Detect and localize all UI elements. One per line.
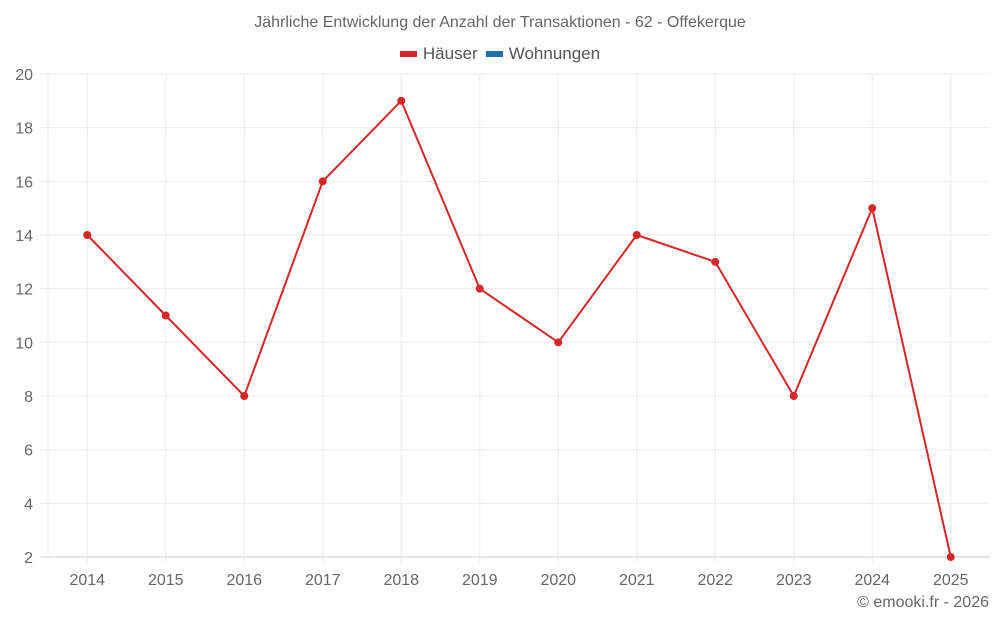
- x-axis-tick-label: 2024: [854, 572, 890, 589]
- data-point[interactable]: [397, 96, 406, 105]
- x-axis-tick-label: 2020: [540, 572, 576, 589]
- y-axis-tick-label: 2: [24, 550, 33, 567]
- series-line: [86, 99, 952, 558]
- legend-item-houses[interactable]: Häuser: [399, 44, 478, 64]
- data-point[interactable]: [161, 311, 170, 320]
- x-axis-tick-label: 2015: [148, 572, 184, 589]
- copyright-credit: © emooki.fr - 2026: [857, 594, 989, 611]
- legend-label-houses: Häuser: [422, 44, 478, 63]
- data-point[interactable]: [868, 204, 877, 213]
- x-axis-tick-label: 2019: [462, 572, 498, 589]
- x-axis-tick-label: 2021: [619, 572, 655, 589]
- x-axis-tick-label: 2016: [226, 572, 262, 589]
- legend-label-apartments: Wohnungen: [508, 44, 601, 63]
- x-axis-tick-label: 2023: [776, 572, 812, 589]
- data-point[interactable]: [554, 338, 563, 347]
- y-axis-tick-label: 4: [24, 496, 33, 513]
- x-axis-tick-label: 2014: [69, 572, 105, 589]
- y-axis-tick-label: 20: [15, 67, 33, 84]
- data-point[interactable]: [240, 392, 249, 400]
- chart-title: Jährliche Entwicklung der Anzahl der Tra…: [254, 14, 746, 31]
- legend-item-apartments[interactable]: Wohnungen: [485, 44, 601, 64]
- legend: Häuser Wohnungen: [0, 44, 1000, 64]
- data-point[interactable]: [946, 553, 955, 561]
- legend-swatch-houses: [399, 51, 417, 57]
- y-axis-tick-label: 16: [15, 174, 33, 191]
- x-axis-tick-label: 2017: [305, 572, 341, 589]
- data-point[interactable]: [632, 231, 641, 239]
- legend-swatch-apartments: [485, 51, 503, 57]
- data-point[interactable]: [789, 392, 798, 400]
- x-axis-tick-label: 2022: [697, 572, 733, 589]
- data-point[interactable]: [83, 231, 92, 239]
- y-axis-tick-label: 10: [15, 335, 33, 352]
- y-axis-tick-label: 18: [15, 121, 33, 138]
- y-axis-tick-label: 14: [15, 228, 33, 245]
- y-axis-tick-label: 12: [15, 282, 33, 299]
- x-axis-tick-label: 2018: [383, 572, 419, 589]
- y-axis-tick-label: 6: [24, 443, 33, 460]
- x-axis-tick-label: 2025: [933, 572, 969, 589]
- data-point[interactable]: [475, 284, 484, 293]
- data-point[interactable]: [318, 177, 327, 186]
- y-axis-tick-label: 8: [24, 389, 33, 406]
- data-point[interactable]: [711, 257, 720, 266]
